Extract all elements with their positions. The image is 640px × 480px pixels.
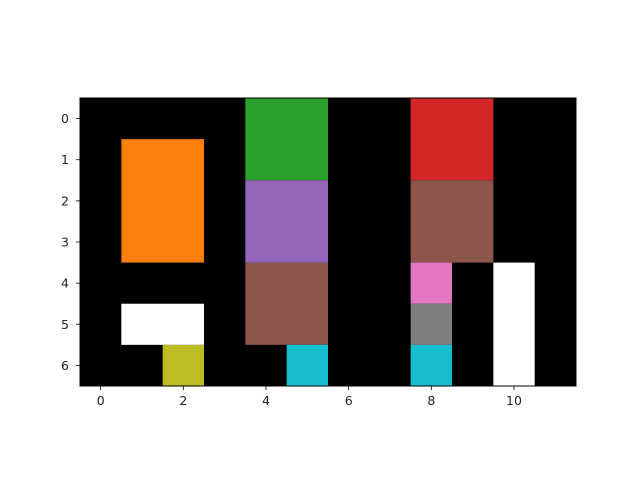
heatmap-cell-block xyxy=(411,304,452,345)
x-tick-label: 8 xyxy=(427,393,435,408)
plot-area xyxy=(80,98,576,386)
y-axis: 0 1 2 3 4 5 6 xyxy=(61,111,80,373)
x-tick-label: 4 xyxy=(262,393,270,408)
y-tick-label: 5 xyxy=(61,317,69,332)
heatmap-cell-block xyxy=(245,263,328,345)
heatmap-cell-block xyxy=(493,263,534,386)
y-tick-label: 0 xyxy=(61,111,69,126)
x-tick-label: 0 xyxy=(97,393,105,408)
heatmap-cell-block xyxy=(411,263,452,304)
heatmap-cell-block xyxy=(287,345,328,386)
heatmap-cell-block xyxy=(411,98,494,180)
x-tick-label: 2 xyxy=(179,393,187,408)
heatmap-cell-block xyxy=(411,345,452,386)
y-tick-label: 1 xyxy=(61,152,69,167)
y-tick-label: 4 xyxy=(61,276,69,291)
x-axis: 0 2 4 6 8 10 xyxy=(97,386,522,408)
heatmap-cell-block xyxy=(411,180,494,262)
x-tick-label: 6 xyxy=(345,393,353,408)
x-tick-label: 10 xyxy=(506,393,522,408)
y-tick-label: 3 xyxy=(61,235,69,250)
y-tick-label: 2 xyxy=(61,193,69,208)
heatmap-cell-block xyxy=(245,180,328,262)
heatmap-cell-block xyxy=(121,304,204,345)
heatmap-cell-block xyxy=(163,345,204,386)
heatmap-cell-block xyxy=(121,139,204,262)
heatmap-cell-block xyxy=(245,98,328,180)
y-tick-label: 6 xyxy=(61,358,69,373)
